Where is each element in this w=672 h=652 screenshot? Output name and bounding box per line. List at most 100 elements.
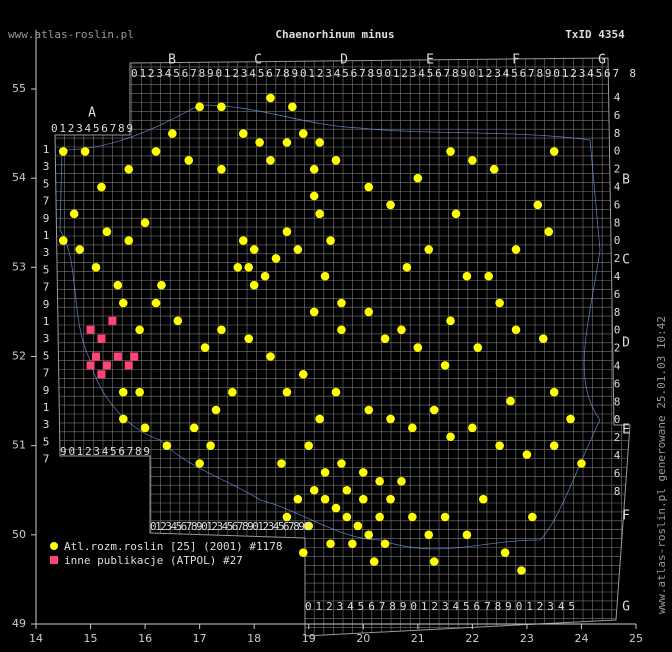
occurrence-dot bbox=[478, 494, 488, 504]
y-tick-label: 52 bbox=[12, 349, 26, 362]
occurrence-dot bbox=[206, 441, 215, 450]
grid-digit: 0 bbox=[614, 234, 621, 247]
grid-digit: 0 bbox=[614, 413, 621, 426]
occurrence-dot bbox=[511, 245, 521, 254]
grid-digit: 9 bbox=[43, 384, 50, 397]
occurrence-dot bbox=[293, 494, 303, 504]
occurrence-dot bbox=[522, 450, 532, 459]
row-letter: E bbox=[622, 423, 630, 438]
occurrence-dot bbox=[364, 182, 374, 192]
occurrence-square bbox=[92, 352, 100, 361]
occurrence-dot bbox=[124, 164, 134, 174]
grid-digit: 3 bbox=[43, 246, 50, 259]
grid-digits: 0123456789012345678901234567890123456789… bbox=[131, 67, 636, 80]
grid-digit: 4 bbox=[614, 91, 621, 104]
occurrence-dot bbox=[342, 485, 352, 495]
x-tick-label: 14 bbox=[29, 632, 43, 645]
occurrence-dot bbox=[386, 414, 395, 424]
occurrence-square bbox=[97, 370, 106, 379]
x-tick-label: 17 bbox=[193, 632, 207, 645]
occurrence-dot bbox=[217, 102, 226, 112]
grid-digit: 1 bbox=[43, 229, 50, 242]
occurrence-dot bbox=[326, 236, 335, 245]
occurrence-dot bbox=[538, 334, 548, 343]
row-letter: G bbox=[622, 600, 630, 615]
occurrence-square bbox=[86, 325, 95, 334]
occurrence-dot bbox=[58, 147, 68, 156]
grid-digit: 4 bbox=[614, 181, 621, 194]
occurrence-dot bbox=[484, 271, 494, 281]
occurrence-dot bbox=[549, 147, 559, 156]
occurrence-dot bbox=[102, 227, 112, 236]
grid-digits: 0123456789012345678901234567890 bbox=[150, 520, 310, 533]
occurrence-dot bbox=[195, 459, 204, 468]
grid-digit: 6 bbox=[614, 198, 621, 211]
grid-digit: 4 bbox=[614, 360, 621, 373]
occurrence-dot bbox=[266, 352, 275, 361]
grid-digit: 9 bbox=[43, 298, 50, 311]
occurrence-dot bbox=[58, 236, 68, 245]
column-letter: G bbox=[598, 53, 606, 68]
grid-digit: 4 bbox=[614, 270, 621, 283]
grid-digit: 8 bbox=[614, 485, 621, 498]
occurrence-dot bbox=[549, 387, 559, 397]
column-letter: A bbox=[88, 106, 96, 121]
grid-digit: 6 bbox=[614, 288, 621, 301]
occurrence-dot bbox=[424, 245, 434, 254]
occurrence-dot bbox=[402, 263, 412, 272]
occurrence-dot bbox=[462, 271, 472, 281]
occurrence-dot bbox=[566, 414, 575, 424]
occurrence-dot bbox=[331, 503, 341, 513]
occurrence-dot bbox=[462, 530, 472, 540]
occurrence-dot bbox=[277, 459, 286, 468]
occurrence-dot bbox=[282, 227, 292, 236]
x-tick-label: 21 bbox=[411, 632, 425, 645]
grid-digit: 6 bbox=[614, 467, 621, 480]
occurrence-dot bbox=[320, 271, 330, 281]
occurrence-dot bbox=[511, 325, 521, 335]
occurrence-square bbox=[86, 361, 95, 370]
occurrence-dot bbox=[358, 468, 368, 477]
occurrence-dot bbox=[298, 129, 308, 138]
border bbox=[59, 104, 601, 550]
occurrence-dot bbox=[309, 485, 319, 495]
grid-digit: 1 bbox=[43, 401, 50, 414]
occurrence-dot bbox=[184, 156, 194, 165]
occurrence-dot bbox=[397, 477, 406, 486]
occurrence-dot bbox=[375, 477, 384, 486]
row-letter: C bbox=[622, 253, 630, 268]
occurrence-dot bbox=[495, 298, 504, 308]
grid-digit: 6 bbox=[614, 377, 621, 390]
occurrence-dot bbox=[375, 512, 384, 522]
occurrence-dot bbox=[309, 164, 319, 174]
occurrence-dot bbox=[517, 566, 526, 575]
x-tick-label: 20 bbox=[356, 632, 370, 645]
occurrence-dot bbox=[217, 325, 226, 335]
column-letter: C bbox=[254, 53, 262, 68]
occurrence-dot bbox=[135, 325, 144, 335]
occurrence-dot bbox=[244, 334, 254, 343]
grid-digit: 8 bbox=[614, 395, 621, 408]
occurrence-square bbox=[130, 352, 139, 361]
occurrence-dot bbox=[249, 280, 259, 290]
x-tick-label: 23 bbox=[520, 632, 534, 645]
occurrence-dot bbox=[446, 432, 455, 442]
occurrence-dot bbox=[320, 494, 330, 504]
legend-symbol bbox=[50, 556, 58, 564]
occurrence-dot bbox=[364, 530, 374, 540]
occurrence-dot bbox=[249, 245, 259, 254]
occurrence-square bbox=[124, 361, 133, 370]
x-tick-label: 22 bbox=[465, 632, 479, 645]
occurrence-dot bbox=[118, 387, 128, 397]
grid-digit: 7 bbox=[43, 281, 50, 294]
grid-digit: 5 bbox=[43, 349, 50, 362]
occurrence-dot bbox=[386, 494, 395, 504]
occurrence-square bbox=[102, 361, 111, 370]
occurrence-dot bbox=[244, 263, 254, 272]
grid-digit: 4 bbox=[614, 449, 621, 462]
occurrence-dot bbox=[298, 548, 308, 557]
y-tick-label: 55 bbox=[12, 82, 26, 95]
grid-digit: 2 bbox=[614, 252, 621, 265]
grid-digit: 7 bbox=[43, 195, 50, 208]
occurrence-dot bbox=[217, 164, 226, 174]
